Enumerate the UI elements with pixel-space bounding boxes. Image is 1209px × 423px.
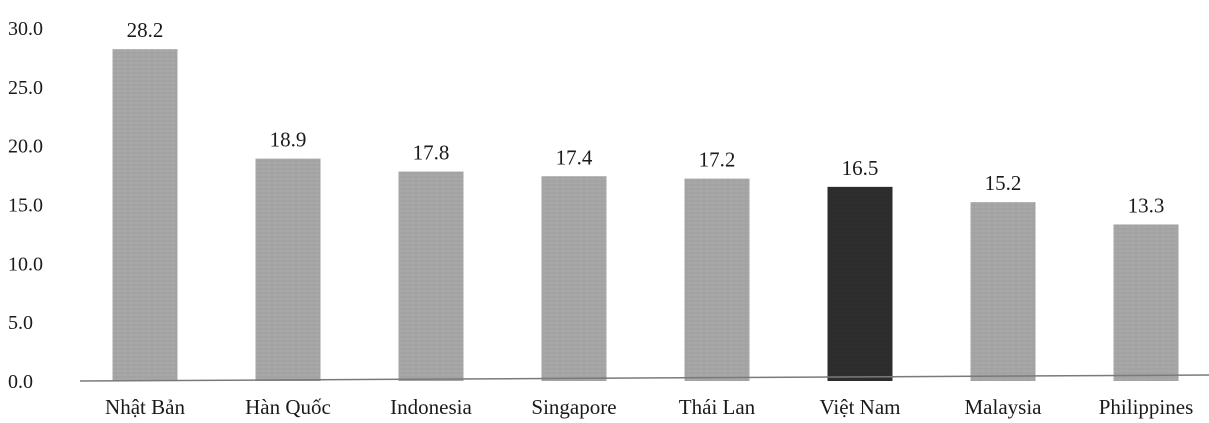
x-axis-line	[79, 374, 1209, 382]
bar-texture	[541, 176, 607, 381]
bar-texture	[827, 186, 893, 381]
x-tick-label: Malaysia	[965, 395, 1043, 419]
y-tick-label: 25.0	[8, 77, 43, 99]
x-tick-label: Singapore	[531, 395, 616, 419]
x-tick-label: Nhật Bản	[105, 395, 185, 419]
bar-texture	[112, 49, 178, 382]
y-tick-label: 5.0	[8, 312, 33, 334]
bar-texture	[684, 178, 750, 381]
y-tick-label: 15.0	[8, 195, 43, 217]
data-label: 28.2	[127, 18, 164, 42]
x-tick-label: Philippines	[1099, 395, 1194, 419]
data-label: 15.2	[985, 171, 1022, 195]
x-tick-label: Việt Nam	[820, 395, 901, 419]
data-label: 17.2	[699, 148, 736, 172]
bar-texture	[398, 171, 464, 381]
data-label: 17.4	[556, 145, 593, 169]
y-tick-label: 20.0	[8, 136, 43, 158]
bars	[112, 49, 1179, 382]
data-label: 17.8	[413, 141, 450, 165]
y-tick-label: 10.0	[8, 253, 43, 275]
data-label: 18.9	[270, 128, 307, 152]
bar-texture	[255, 158, 321, 381]
data-labels: 28.2 18.9 17.8 17.4 17.2 16.5 15.2 13.3	[127, 18, 1165, 217]
y-tick-label: 30.0	[8, 18, 43, 40]
data-label: 13.3	[1128, 194, 1165, 218]
data-label: 16.5	[842, 156, 879, 180]
x-axis: Nhật Bản Hàn Quốc Indonesia Singapore Thái L…	[79, 374, 1209, 419]
x-tick-label: Hàn Quốc	[245, 395, 331, 419]
bar-texture	[970, 202, 1036, 381]
y-axis: 0.0 5.0 10.0 15.0 20.0 25.0 30.0	[8, 18, 43, 393]
bar-texture	[1113, 224, 1179, 381]
x-tick-label: Indonesia	[390, 395, 472, 419]
x-tick-label: Thái Lan	[679, 395, 756, 419]
y-tick-label: 0.0	[8, 371, 33, 393]
